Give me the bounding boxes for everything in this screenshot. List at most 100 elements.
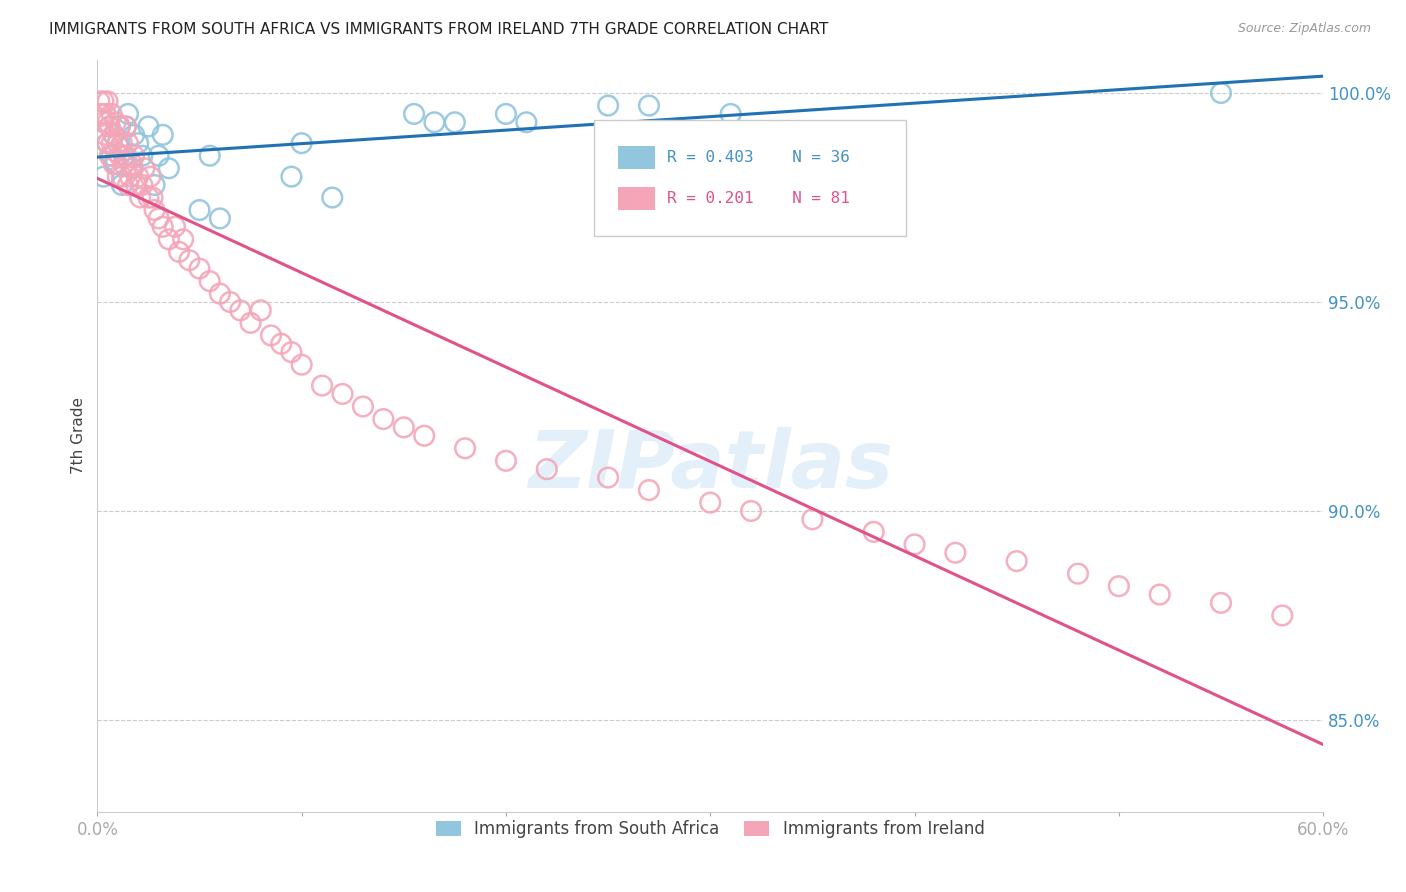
Point (638, 483, 661, 497)
Point (270, 336, 292, 351)
Point (121, 161, 143, 176)
Point (208, 286, 231, 301)
Point (172, 232, 194, 246)
Point (208, 211, 231, 226)
Point (98, 149, 121, 163)
Y-axis label: 7th Grade: 7th Grade (72, 397, 86, 475)
Point (1209, 86, 1232, 100)
Point (89, 95, 111, 109)
Point (598, 98, 620, 112)
Point (1271, 608, 1294, 623)
Point (373, 412, 395, 426)
Point (167, 244, 190, 259)
Point (413, 428, 436, 442)
Point (280, 169, 302, 184)
Point (332, 387, 354, 401)
Text: ZIPatlas: ZIPatlas (527, 427, 893, 505)
Point (163, 219, 186, 234)
Point (291, 358, 314, 372)
Point (117, 107, 139, 121)
Point (454, 442, 477, 456)
Point (1067, 566, 1090, 581)
Point (321, 190, 343, 204)
Point (638, 98, 661, 112)
Point (97, 115, 120, 129)
Point (188, 202, 211, 217)
Point (103, 128, 125, 142)
Point (117, 178, 139, 192)
Point (97, 95, 120, 109)
Point (108, 120, 131, 134)
Point (127, 169, 149, 184)
Point (143, 202, 166, 217)
Point (93, 95, 115, 109)
Point (111, 178, 134, 192)
Point (148, 211, 170, 226)
Point (179, 253, 201, 268)
Point (127, 136, 149, 151)
Point (107, 169, 129, 184)
Point (129, 190, 152, 204)
Point (152, 219, 174, 234)
Point (495, 107, 517, 121)
Point (229, 303, 252, 318)
Point (239, 316, 262, 330)
FancyBboxPatch shape (619, 187, 655, 210)
Point (280, 345, 302, 359)
Point (115, 120, 138, 134)
Point (98, 120, 121, 134)
Point (112, 149, 135, 163)
Point (291, 136, 314, 151)
Point (392, 420, 415, 434)
Point (198, 149, 221, 163)
Point (157, 232, 180, 246)
Point (219, 295, 242, 310)
Point (311, 378, 333, 392)
Text: R = 0.403    N = 36: R = 0.403 N = 36 (668, 150, 851, 165)
Point (260, 328, 283, 343)
Point (115, 120, 138, 134)
Point (117, 136, 139, 151)
Point (111, 169, 134, 184)
Point (131, 178, 153, 192)
Point (141, 190, 163, 204)
Point (1209, 596, 1232, 610)
Point (699, 495, 721, 509)
Point (249, 303, 271, 318)
Point (100, 136, 122, 151)
Point (423, 115, 446, 129)
Point (157, 161, 180, 176)
Point (138, 190, 160, 204)
FancyBboxPatch shape (593, 120, 907, 236)
Point (801, 512, 824, 526)
Point (1005, 554, 1028, 568)
Point (112, 157, 135, 171)
Point (862, 524, 884, 539)
Point (94, 107, 117, 121)
Text: R = 0.201    N = 81: R = 0.201 N = 81 (668, 191, 851, 206)
Point (1149, 588, 1171, 602)
Point (122, 128, 145, 142)
Point (143, 178, 166, 192)
Point (98, 120, 121, 134)
Point (598, 470, 620, 484)
Point (104, 115, 127, 129)
Text: Source: ZipAtlas.com: Source: ZipAtlas.com (1237, 22, 1371, 36)
Point (131, 149, 153, 163)
Point (107, 136, 129, 151)
Point (536, 462, 558, 476)
Point (100, 107, 122, 121)
Point (104, 157, 127, 171)
Point (152, 128, 174, 142)
Point (740, 504, 762, 518)
Point (125, 178, 148, 192)
Point (121, 157, 143, 171)
Point (93, 115, 115, 129)
Text: IMMIGRANTS FROM SOUTH AFRICA VS IMMIGRANTS FROM IRELAND 7TH GRADE CORRELATION CH: IMMIGRANTS FROM SOUTH AFRICA VS IMMIGRAN… (49, 22, 828, 37)
Point (111, 136, 134, 151)
Point (138, 120, 160, 134)
Point (100, 149, 122, 163)
Point (90, 107, 112, 121)
Point (495, 454, 517, 468)
Point (118, 169, 141, 184)
